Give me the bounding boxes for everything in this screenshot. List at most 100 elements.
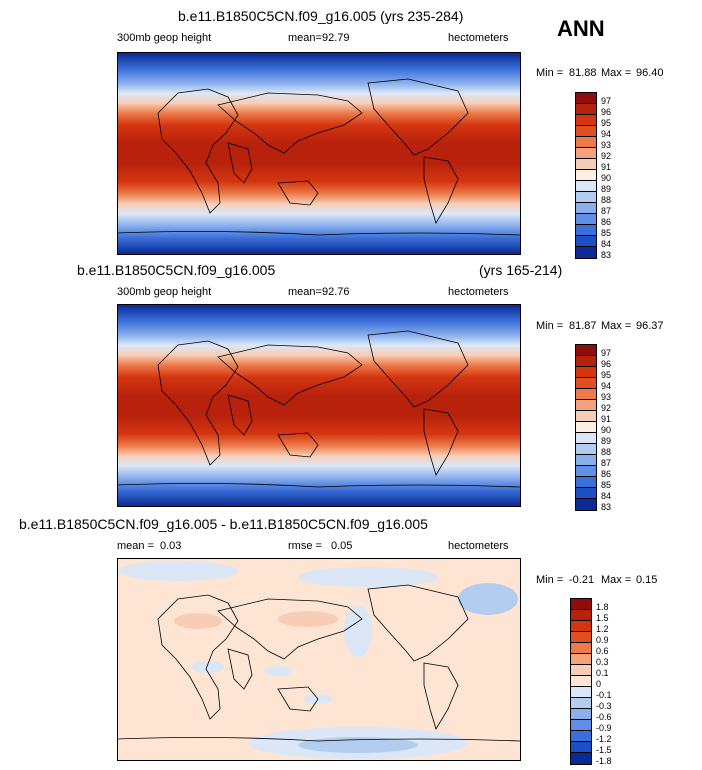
panel2-colorbar	[575, 344, 597, 511]
season-label: ANN	[557, 16, 605, 41]
panel2-mean-value: 92.76	[322, 286, 350, 298]
colorbar-tick-label: -1.5	[596, 745, 612, 755]
colorbar-tick-label: -1.8	[596, 756, 612, 766]
colorbar-swatch	[576, 247, 596, 258]
colorbar-tick-label: 87	[601, 206, 612, 216]
panel2-variable: 300mb geop height	[117, 286, 212, 298]
panel1-mean-label: mean=	[288, 32, 322, 44]
panel1-min-value: 81.88	[569, 67, 597, 79]
colorbar-swatch	[576, 214, 596, 225]
panel1-max-value: 96.40	[636, 67, 664, 79]
panel3-units: hectometers	[448, 540, 509, 552]
panel2-mean-label: mean=	[288, 286, 322, 298]
panel3-min-label: Min =	[536, 574, 564, 586]
panel3-rmse-label: rmse =	[288, 540, 322, 552]
colorbar-tick-label: 97	[601, 96, 612, 106]
colorbar-tick-label: 85	[601, 480, 612, 490]
colorbar-tick-label: 89	[601, 184, 612, 194]
panel3-rmse-value: 0.05	[331, 540, 353, 552]
panel1-map	[117, 52, 521, 255]
colorbar-swatch	[576, 148, 596, 159]
colorbar-swatch	[576, 192, 596, 203]
colorbar-swatch	[571, 676, 591, 687]
colorbar-swatch	[576, 236, 596, 247]
colorbar-swatch	[576, 477, 596, 488]
panel1-colorbar	[575, 92, 597, 259]
colorbar-tick-label: 91	[601, 414, 612, 424]
panel3-anomalies	[118, 561, 518, 759]
colorbar-tick-label: 93	[601, 140, 612, 150]
colorbar-swatch	[571, 654, 591, 665]
colorbar-swatch	[571, 643, 591, 654]
panel2-max-value: 96.37	[636, 320, 664, 332]
panel3-mean-value: 0.03	[160, 540, 182, 552]
panel3-colorbar	[570, 598, 592, 765]
colorbar-swatch	[576, 159, 596, 170]
colorbar-swatch	[576, 225, 596, 236]
colorbar-swatch	[576, 203, 596, 214]
colorbar-swatch	[576, 93, 596, 104]
panel1-max-label: Max =	[601, 67, 632, 79]
panel3-map	[117, 558, 521, 761]
colorbar-tick-label: 0.3	[596, 657, 609, 667]
colorbar-tick-label: 88	[601, 195, 612, 205]
panel2-case-title: b.e11.B1850C5CN.f09_g16.005	[77, 262, 276, 278]
colorbar-swatch	[576, 422, 596, 433]
colorbar-swatch	[576, 444, 596, 455]
colorbar-tick-label: 87	[601, 458, 612, 468]
colorbar-tick-label: 97	[601, 348, 612, 358]
panel2-coastlines	[118, 330, 520, 488]
colorbar-swatch	[576, 345, 596, 356]
colorbar-tick-label: 83	[601, 250, 612, 260]
colorbar-tick-label: 84	[601, 239, 612, 249]
colorbar-tick-label: 86	[601, 217, 612, 227]
colorbar-swatch	[571, 698, 591, 709]
colorbar-tick-label: 88	[601, 447, 612, 457]
colorbar-swatch	[571, 709, 591, 720]
colorbar-swatch	[576, 466, 596, 477]
colorbar-swatch	[571, 720, 591, 731]
panel1-case-title: b.e11.B1850C5CN.f09_g16.005 (yrs 235-284…	[178, 8, 464, 24]
colorbar-tick-label: 85	[601, 228, 612, 238]
colorbar-swatch	[576, 170, 596, 181]
colorbar-swatch	[571, 665, 591, 676]
colorbar-swatch	[571, 753, 591, 764]
panel1-min-label: Min =	[536, 67, 564, 79]
colorbar-tick-label: 93	[601, 392, 612, 402]
colorbar-tick-label: 1.8	[596, 602, 609, 612]
colorbar-tick-label: -1.2	[596, 734, 612, 744]
panel2-min-value: 81.87	[569, 320, 597, 332]
colorbar-tick-label: 0.9	[596, 635, 609, 645]
colorbar-tick-label: 94	[601, 381, 612, 391]
colorbar-tick-label: 83	[601, 502, 612, 512]
colorbar-swatch	[571, 687, 591, 698]
panel1-variable: 300mb geop height	[117, 32, 212, 44]
colorbar-swatch	[576, 115, 596, 126]
panel1-coastlines	[118, 78, 520, 236]
panel1-mean-value: 92.79	[322, 32, 350, 44]
colorbar-swatch	[571, 621, 591, 632]
panel1-field	[118, 53, 520, 254]
panel2-min-label: Min =	[536, 320, 564, 332]
colorbar-swatch	[571, 731, 591, 742]
colorbar-tick-label: -0.6	[596, 712, 612, 722]
colorbar-swatch	[576, 181, 596, 192]
panel2-units: hectometers	[448, 286, 509, 298]
colorbar-tick-label: 0.1	[596, 668, 609, 678]
colorbar-tick-label: 92	[601, 403, 612, 413]
colorbar-tick-label: 0	[596, 679, 602, 689]
colorbar-swatch	[576, 356, 596, 367]
colorbar-swatch	[571, 742, 591, 753]
colorbar-tick-label: 96	[601, 107, 612, 117]
colorbar-swatch	[571, 632, 591, 643]
panel3-case-title: b.e11.B1850C5CN.f09_g16.005 - b.e11.B185…	[19, 516, 428, 532]
colorbar-swatch	[571, 599, 591, 610]
colorbar-tick-label: -0.1	[596, 690, 612, 700]
colorbar-tick-label: 92	[601, 151, 612, 161]
colorbar-tick-label: 86	[601, 469, 612, 479]
panel2-map	[117, 304, 521, 507]
colorbar-tick-label: 90	[601, 425, 612, 435]
colorbar-swatch	[576, 455, 596, 466]
colorbar-swatch	[576, 400, 596, 411]
panel3-max-value: 0.15	[636, 574, 658, 586]
